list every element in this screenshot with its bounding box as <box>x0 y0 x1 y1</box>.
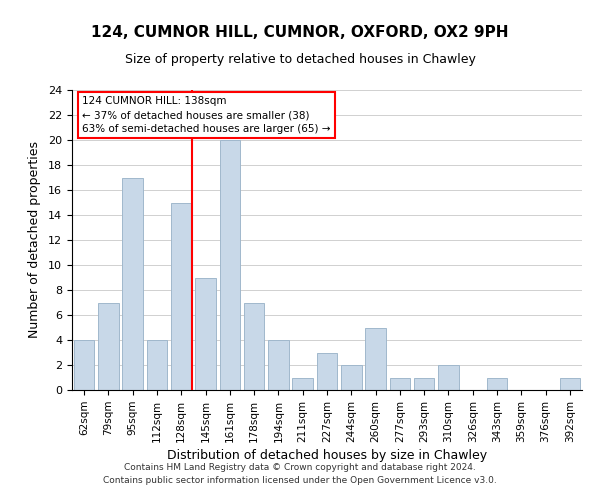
Bar <box>195 278 216 390</box>
Bar <box>146 340 167 390</box>
Text: 124 CUMNOR HILL: 138sqm
← 37% of detached houses are smaller (38)
63% of semi-de: 124 CUMNOR HILL: 138sqm ← 37% of detache… <box>82 96 331 134</box>
Bar <box>365 328 386 390</box>
Bar <box>122 178 143 390</box>
Bar <box>438 365 459 390</box>
Text: Contains HM Land Registry data © Crown copyright and database right 2024.
Contai: Contains HM Land Registry data © Crown c… <box>103 464 497 485</box>
Bar <box>292 378 313 390</box>
Bar <box>560 378 580 390</box>
Bar <box>317 352 337 390</box>
Bar <box>244 302 265 390</box>
Bar <box>171 202 191 390</box>
Text: 124, CUMNOR HILL, CUMNOR, OXFORD, OX2 9PH: 124, CUMNOR HILL, CUMNOR, OXFORD, OX2 9P… <box>91 25 509 40</box>
Bar <box>98 302 119 390</box>
Bar <box>268 340 289 390</box>
Bar <box>74 340 94 390</box>
Bar <box>389 378 410 390</box>
Text: Size of property relative to detached houses in Chawley: Size of property relative to detached ho… <box>125 52 475 66</box>
Bar <box>414 378 434 390</box>
X-axis label: Distribution of detached houses by size in Chawley: Distribution of detached houses by size … <box>167 449 487 462</box>
Bar <box>341 365 362 390</box>
Bar <box>220 140 240 390</box>
Bar <box>487 378 508 390</box>
Y-axis label: Number of detached properties: Number of detached properties <box>28 142 41 338</box>
